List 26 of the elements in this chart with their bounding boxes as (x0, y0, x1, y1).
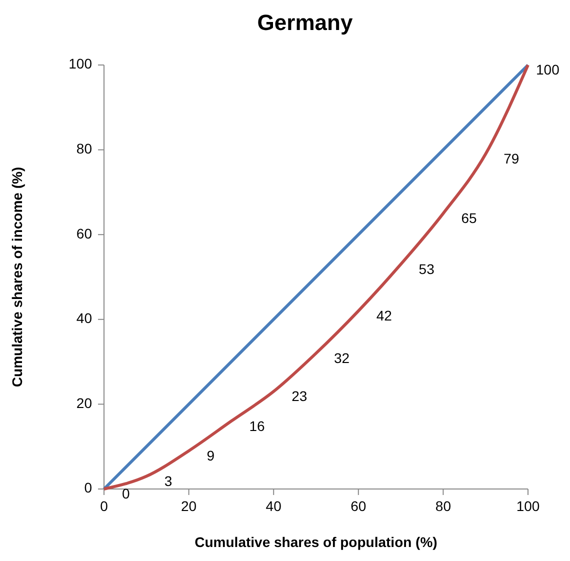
x-axis-title: Cumulative shares of population (%) (194, 534, 438, 550)
data-label: 100 (536, 62, 560, 78)
y-tick-label: 60 (76, 225, 92, 242)
x-tick-label: 20 (181, 498, 197, 514)
y-tick-label: 100 (68, 56, 92, 72)
data-label: 42 (376, 308, 392, 324)
data-label: 32 (334, 350, 350, 366)
x-tick-label: 40 (266, 498, 282, 514)
data-label: 16 (249, 418, 265, 434)
data-label: 0 (122, 486, 130, 502)
x-tick-label: 100 (516, 498, 540, 514)
data-label: 3 (164, 472, 172, 489)
x-tick-label: 80 (435, 498, 452, 514)
y-axis-title: Cumulative shares of income (%) (9, 166, 25, 388)
y-tick-label: 20 (76, 394, 92, 411)
y-tick-label: 40 (76, 310, 92, 326)
x-tick-label: 60 (350, 498, 366, 514)
x-tick-label: 0 (100, 498, 108, 514)
data-label: 53 (418, 260, 435, 277)
data-label: 65 (461, 210, 477, 226)
chart-title: Germany (257, 10, 354, 35)
data-label: 9 (206, 448, 215, 464)
y-tick-label: 0 (84, 480, 92, 496)
y-tick-label: 80 (76, 140, 92, 157)
data-label: 23 (292, 388, 308, 404)
data-label: 79 (504, 150, 520, 167)
